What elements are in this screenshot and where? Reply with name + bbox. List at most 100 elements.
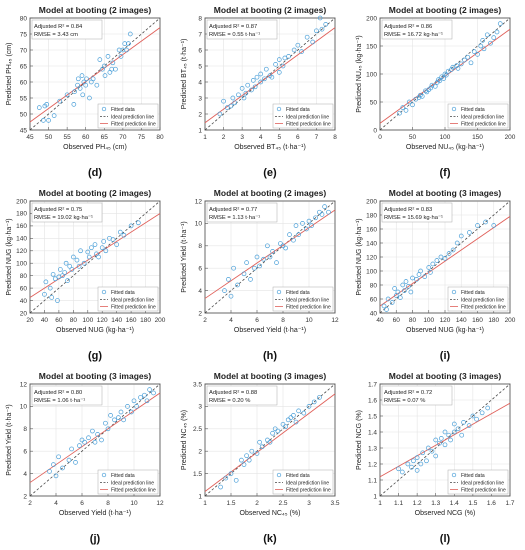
- y-tick-label: 150: [366, 43, 377, 50]
- data-point: [151, 390, 156, 396]
- x-axis-label: Observed Yield (t·ha⁻¹): [234, 327, 306, 334]
- y-tick-label: 2: [198, 310, 202, 317]
- data-point: [385, 296, 391, 302]
- y-tick-label: 12: [20, 381, 28, 388]
- legend-label-fitted-line: Fitted prediction line: [286, 488, 331, 494]
- data-point: [101, 239, 107, 244]
- panel-title: Model at booting (2 images): [214, 188, 327, 198]
- data-point: [50, 272, 56, 277]
- data-point: [82, 439, 87, 445]
- data-point: [228, 471, 234, 476]
- data-point: [262, 76, 267, 82]
- data-point: [432, 83, 438, 89]
- fitted-prediction-line: [204, 27, 336, 124]
- rmse-label: RMSE = 16.72 kg·ha⁻¹: [384, 32, 443, 38]
- data-point: [128, 223, 134, 229]
- data-point: [405, 461, 411, 467]
- data-point: [395, 289, 401, 295]
- data-point: [441, 76, 447, 81]
- data-point: [414, 455, 420, 460]
- data-point: [243, 90, 249, 96]
- data-point: [235, 282, 240, 288]
- legend-marker-fitted-data: [101, 472, 107, 478]
- data-point: [483, 219, 488, 225]
- data-point: [95, 432, 100, 437]
- x-tick-label: 160: [472, 317, 483, 324]
- data-point: [77, 443, 82, 448]
- data-point: [258, 79, 264, 85]
- data-point: [300, 221, 305, 226]
- ideal-prediction-line: [204, 200, 336, 314]
- data-point: [233, 477, 239, 483]
- data-point: [450, 247, 456, 253]
- data-point: [306, 404, 312, 409]
- data-point: [322, 204, 327, 209]
- x-tick-label: 6: [296, 134, 300, 141]
- x-tick-label: 3.5: [330, 500, 339, 507]
- legend-label-fitted-line: Fitted prediction line: [461, 488, 506, 494]
- y-tick-label: 10: [195, 221, 203, 228]
- data-point: [323, 22, 329, 27]
- y-tick-label: 4: [23, 471, 27, 478]
- data-point: [451, 421, 457, 427]
- x-tick-label: 1: [378, 500, 382, 507]
- scatter-panel-3: Model at booting (2 images) 0 50 100 150 200 0…: [356, 5, 516, 179]
- legend-label-ideal-line: Ideal prediction line: [286, 115, 329, 121]
- x-tick-label: 1.6: [487, 500, 496, 507]
- data-point: [99, 437, 104, 443]
- data-point: [406, 99, 412, 105]
- plot-frame-border: [204, 200, 336, 314]
- data-point: [254, 74, 260, 80]
- data-point: [314, 28, 319, 34]
- y-tick-label: 3: [198, 404, 202, 411]
- data-point: [267, 439, 273, 445]
- panel-letter: (l): [440, 533, 451, 545]
- y-tick-label: 1.4: [368, 429, 377, 436]
- scatter-panel-4: Model at booting (2 images) 20 40 60 80 100 12…: [6, 188, 166, 362]
- y-tick-label: 100: [366, 71, 377, 78]
- data-point: [455, 66, 461, 71]
- y-tick-label: 60: [370, 296, 378, 303]
- y-tick-label: 0: [373, 127, 377, 134]
- data-point: [129, 409, 134, 415]
- x-tick-label: 2: [203, 317, 207, 324]
- x-tick-label: 8: [333, 134, 337, 141]
- data-point: [226, 277, 231, 282]
- data-point: [399, 469, 405, 475]
- data-point: [66, 457, 72, 463]
- data-point: [241, 95, 247, 101]
- data-point: [442, 429, 448, 435]
- data-point: [51, 113, 57, 118]
- y-tick-label: 50: [370, 99, 378, 106]
- y-tick-label: 2: [198, 111, 202, 118]
- data-point: [491, 35, 497, 40]
- scatter-panel-6: Model at booting (3 images) 40 60 80 100 120 1…: [356, 188, 516, 362]
- data-point: [389, 300, 395, 305]
- data-point: [62, 270, 68, 275]
- y-tick-label: 10: [20, 404, 28, 411]
- y-axis-label: Predicted PH₄₅ (cm): [6, 43, 13, 106]
- x-tick-label: 160: [126, 317, 137, 324]
- y-tick-label: 180: [16, 211, 27, 218]
- data-point: [422, 274, 428, 279]
- adjusted-r2-label: Adjusted R² = 0.87: [209, 24, 257, 30]
- x-tick-label: 10: [130, 500, 138, 507]
- x-tick-label: 50: [45, 134, 53, 141]
- data-point: [121, 417, 126, 423]
- panel-letter: (h): [263, 350, 277, 362]
- data-point: [121, 232, 127, 238]
- data-point: [60, 273, 65, 279]
- data-point: [448, 437, 453, 443]
- x-tick-label: 1.5: [468, 500, 477, 507]
- y-tick-label: 1.3: [368, 445, 377, 452]
- y-tick-label: 120: [366, 254, 377, 261]
- x-tick-label: 8: [281, 317, 285, 324]
- data-point: [261, 256, 266, 262]
- data-point: [84, 76, 89, 82]
- x-tick-label: 55: [64, 134, 72, 141]
- legend-box: [447, 286, 509, 312]
- data-point: [239, 86, 245, 91]
- data-point: [276, 57, 282, 62]
- panel-title: Model at booting (2 images): [214, 5, 327, 15]
- data-point: [454, 63, 460, 68]
